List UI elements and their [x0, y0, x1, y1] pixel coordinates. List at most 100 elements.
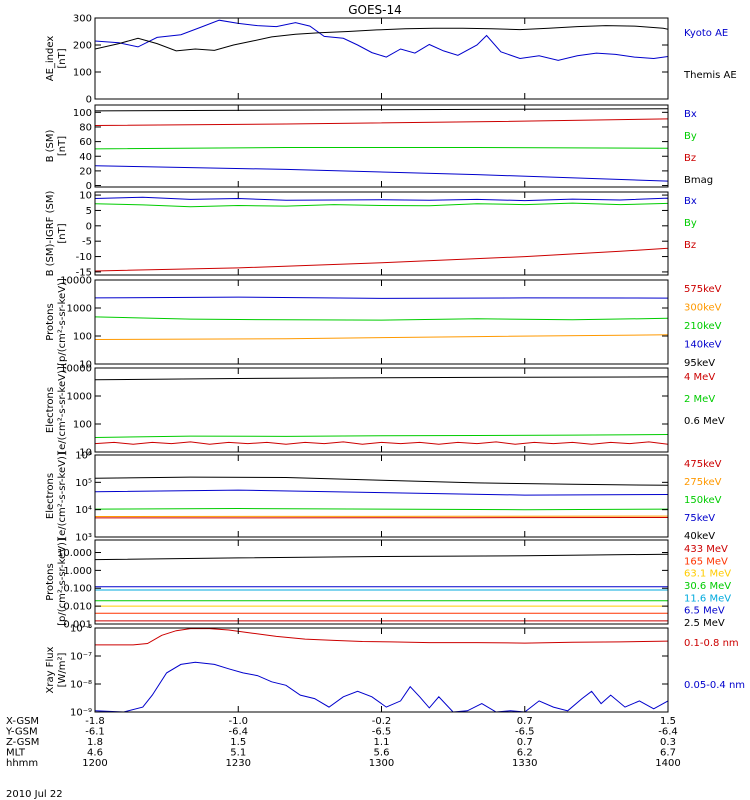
- series-line-0-1-0-8-nm: [95, 628, 668, 646]
- axis-row-label-mlt: MLT: [6, 748, 26, 759]
- y-tick-label: 10: [79, 360, 92, 371]
- axis-row-value: -6.5: [515, 727, 535, 738]
- legend-2-mev: 2 MeV: [684, 394, 715, 405]
- y-axis-label: [p/(cm²-s-sr-keV)]: [57, 538, 68, 626]
- panel-8: 10⁻⁹ 10⁻⁸ 10⁻⁷ 10⁻⁶ Xray Flux [W/m²] 0.1-0.8 n…: [45, 624, 745, 719]
- axis-row-value: -0.2: [372, 716, 392, 727]
- legend-40kev: 40keV: [684, 531, 715, 542]
- series-line-bz: [95, 118, 668, 126]
- series-line-themis-ae: [95, 25, 668, 52]
- series-line-bx: [95, 196, 668, 202]
- y-axis-label: [nT]: [57, 223, 68, 243]
- y-axis-label: B (SM): [45, 129, 56, 162]
- axis-row-value: -6.4: [228, 727, 248, 738]
- legend-75kev: 75keV: [684, 513, 715, 524]
- series-line-by: [95, 202, 668, 208]
- y-tick-label: 0.100: [63, 584, 92, 595]
- y-tick-label: 10: [79, 191, 92, 202]
- series-line-kyoto-ae: [95, 19, 668, 61]
- axis-row-value: 5.6: [374, 748, 390, 759]
- y-tick-label: 10⁻⁷: [70, 652, 92, 663]
- axis-row-label-x-gsm: X-GSM: [6, 716, 39, 727]
- axis-row-value: -1.0: [228, 716, 248, 727]
- panel-frame: [94, 279, 669, 365]
- panel-4: 10 100 1000 10000 Protons [p/(cm²-s-sr-keV)] 5…: [45, 276, 722, 371]
- y-tick-label: 60: [79, 137, 92, 148]
- series-group-8: [95, 628, 668, 712]
- series-group-4: [95, 296, 668, 340]
- y-tick-label: 0.010: [63, 602, 92, 613]
- series-group-2: [95, 108, 668, 182]
- panel-3: -15 -10 -5 0 5 10 B (SM)-IGRF (SM) [nT] Bx By Bz: [45, 191, 697, 279]
- legend-95kev: 95keV: [684, 358, 715, 369]
- y-tick-label: 40: [79, 152, 92, 163]
- y-tick-label: 80: [79, 122, 92, 133]
- y-tick-label: 1.000: [63, 566, 92, 577]
- y-tick-label: -15: [76, 267, 92, 278]
- series-group-7: [95, 553, 668, 622]
- y-tick-label: 10⁶: [75, 451, 92, 462]
- legend-63-1-mev: 63.1 MeV: [684, 569, 731, 580]
- legend-0-1-0-8-nm: 0.1-0.8 nm: [684, 638, 739, 649]
- axis-row-label-y-gsm: Y-GSM: [5, 727, 38, 738]
- y-tick-label: 10.000: [57, 548, 92, 559]
- y-tick-label: 10⁻⁸: [70, 680, 92, 691]
- axis-row-value: -6.1: [85, 727, 105, 738]
- legend-bx: Bx: [684, 109, 697, 120]
- series-line-0-05-0-4-nm: [95, 661, 668, 712]
- legend-475kev: 475keV: [684, 459, 722, 470]
- legend-140kev: 140keV: [684, 340, 722, 351]
- series-line-by: [95, 147, 668, 150]
- series-line-0-6-mev: [95, 376, 668, 381]
- y-axis-label: [p/(cm²-s-sr-keV)]: [57, 278, 68, 366]
- legend-433-mev: 433 MeV: [684, 544, 728, 555]
- legend-575kev: 575keV: [684, 284, 722, 295]
- date-label: 2010 Jul 22: [6, 789, 63, 800]
- y-tick-label: 100: [73, 108, 92, 119]
- legend-bmag: Bmag: [684, 175, 713, 186]
- series-line-150kev: [95, 507, 668, 511]
- axis-row-value: 1400: [655, 758, 680, 769]
- y-axis-label: Xray Flux: [45, 646, 56, 693]
- y-tick-label: -5: [82, 237, 92, 248]
- axis-row-value: 1.5: [230, 737, 246, 748]
- series-line-210kev: [95, 316, 668, 321]
- legend-bz: Bz: [684, 153, 696, 164]
- legend-30-6-mev: 30.6 MeV: [684, 581, 731, 592]
- y-tick-label: -10: [76, 252, 92, 263]
- y-tick-label: 10000: [60, 276, 92, 287]
- legend-by: By: [684, 218, 697, 229]
- series-line-2-5-mev: [95, 553, 668, 561]
- legend-275kev: 275keV: [684, 477, 722, 488]
- panel-frame: [94, 627, 669, 713]
- y-axis-label: B (SM)-IGRF (SM): [45, 191, 56, 277]
- axis-row-value: 6.7: [660, 748, 676, 759]
- y-axis-label: [W/m²]: [57, 652, 68, 687]
- legend-6-5-mev: 6.5 MeV: [684, 606, 725, 617]
- axis-row-label-hhmm: hhmm: [6, 758, 38, 769]
- axis-row-value: 0.7: [517, 716, 533, 727]
- legend-300kev: 300keV: [684, 303, 722, 314]
- y-axis-label: Protons: [45, 563, 56, 600]
- axis-row-label-z-gsm: Z-GSM: [6, 737, 39, 748]
- series-line-4-mev: [95, 441, 668, 445]
- panel-2: 0 20 40 60 80 100 B (SM) [nT] Bx By Bz Bmag: [45, 104, 713, 192]
- axis-row-value: 1230: [226, 758, 251, 769]
- axis-row-value: 1.8: [87, 737, 103, 748]
- y-tick-label: 10⁻⁶: [70, 624, 92, 635]
- axis-row-value: 1330: [512, 758, 537, 769]
- series-group-3: [95, 196, 668, 272]
- panel-frame: [94, 539, 669, 625]
- axis-row-value: -1.8: [85, 716, 105, 727]
- legend-4-mev: 4 MeV: [684, 372, 715, 383]
- y-tick-label: 5: [86, 206, 92, 217]
- panel-frame: [94, 367, 669, 453]
- y-tick-label: 10000: [60, 364, 92, 375]
- y-axis-label: Protons: [45, 303, 56, 340]
- y-tick-label: 10³: [75, 533, 92, 544]
- y-tick-label: 10⁵: [75, 478, 92, 489]
- y-axis-label: [e/(cm²-s-sr-keV)]: [57, 366, 68, 454]
